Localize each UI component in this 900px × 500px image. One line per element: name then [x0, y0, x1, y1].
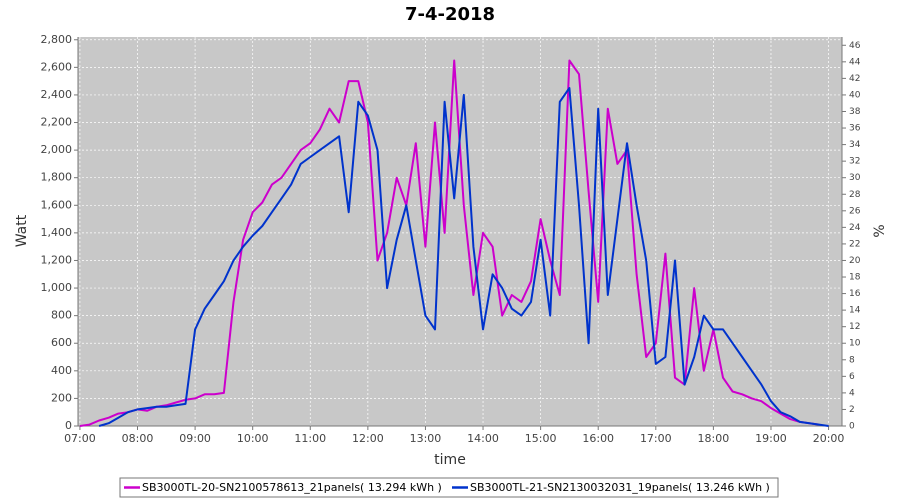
legend-label: SB3000TL-20-SN2100578613_21panels( 13.29…: [142, 481, 442, 494]
x-tick-label: 09:00: [179, 432, 211, 445]
y2-tick-label: 0: [849, 422, 855, 432]
x-tick-label: 11:00: [294, 432, 326, 445]
y2-tick-label: 18: [849, 273, 861, 283]
y-tick-label: 2,800: [41, 33, 73, 46]
x-tick-label: 08:00: [122, 432, 154, 445]
y-tick-label: 400: [51, 364, 72, 377]
y-tick-label: 600: [51, 336, 72, 349]
y2-axis-title: %: [872, 224, 888, 237]
y-tick-label: 1,600: [41, 198, 73, 211]
y2-tick-label: 2: [849, 405, 855, 415]
y2-tick-label: 36: [849, 124, 861, 134]
y2-tick-label: 24: [849, 223, 861, 233]
y-tick-label: 800: [51, 309, 72, 322]
y2-tick-label: 42: [849, 74, 860, 84]
x-tick-label: 17:00: [640, 432, 672, 445]
y-tick-label: 1,200: [41, 253, 73, 266]
y-tick-label: 2,200: [41, 116, 73, 129]
y2-tick-label: 22: [849, 239, 860, 249]
x-tick-label: 10:00: [237, 432, 269, 445]
y-tick-label: 2,000: [41, 143, 73, 156]
y2-tick-label: 12: [849, 322, 860, 332]
y-tick-label: 1,400: [41, 226, 73, 239]
y-tick-label: 2,400: [41, 88, 73, 101]
x-tick-label: 14:00: [467, 432, 499, 445]
y2-tick-label: 40: [849, 90, 861, 100]
x-tick-label: 12:00: [352, 432, 384, 445]
y-tick-label: 2,600: [41, 60, 73, 73]
y2-tick-label: 16: [849, 289, 861, 299]
plot-area: [78, 37, 842, 426]
x-tick-label: 13:00: [410, 432, 442, 445]
x-tick-label: 19:00: [755, 432, 787, 445]
y2-tick-label: 10: [849, 339, 861, 349]
y2-tick-label: 38: [849, 107, 861, 117]
y-tick-label: 1,000: [41, 281, 73, 294]
y2-tick-label: 26: [849, 206, 861, 216]
x-tick-label: 18:00: [698, 432, 730, 445]
legend-label: SB3000TL-21-SN2130032031_19panels( 13.24…: [470, 481, 770, 494]
chart-title: 7-4-2018: [405, 4, 495, 25]
y2-tick-label: 8: [849, 355, 855, 365]
y2-tick-label: 28: [849, 190, 861, 200]
y-tick-label: 1,800: [41, 171, 73, 184]
y2-tick-label: 4: [849, 388, 855, 398]
y2-tick-label: 30: [849, 173, 861, 183]
y2-tick-label: 34: [849, 140, 861, 150]
x-tick-label: 16:00: [582, 432, 614, 445]
y-axis-title: Watt: [14, 214, 30, 247]
y2-tick-label: 14: [849, 306, 861, 316]
x-tick-label: 07:00: [64, 432, 96, 445]
y-tick-label: 200: [51, 391, 72, 404]
y-tick-label: 0: [65, 419, 72, 432]
y2-tick-label: 46: [849, 41, 861, 51]
x-tick-label: 15:00: [525, 432, 557, 445]
y2-tick-label: 6: [849, 372, 855, 382]
x-tick-label: 20:00: [813, 432, 845, 445]
y2-tick-label: 32: [849, 157, 860, 167]
series-line: [98, 87, 829, 427]
y2-tick-label: 20: [849, 256, 861, 266]
y2-tick-label: 44: [849, 57, 861, 67]
legend: [119, 477, 779, 498]
x-axis-title: time: [434, 452, 466, 468]
